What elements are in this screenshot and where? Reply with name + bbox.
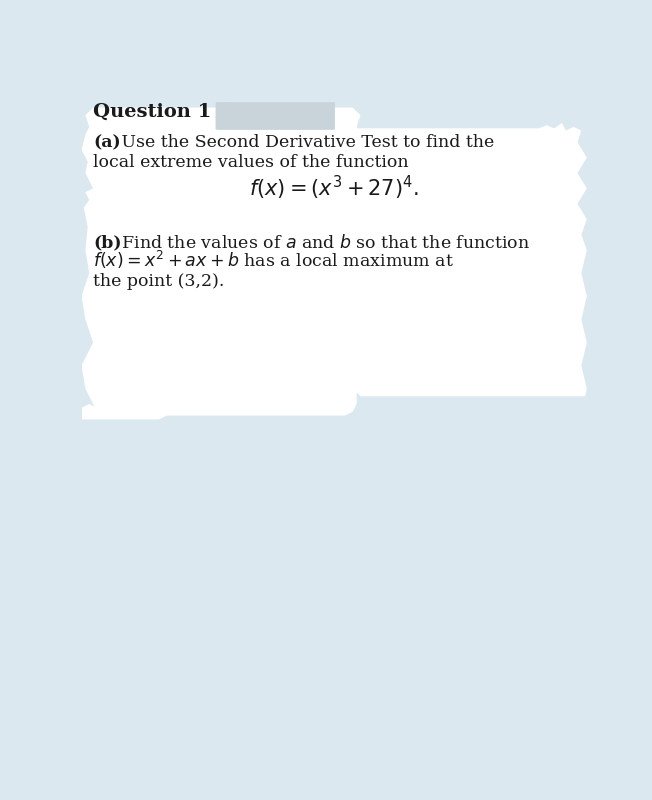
Polygon shape [349,123,587,396]
Text: $f(x) = x^2 + ax + b$ has a local maximum at: $f(x) = x^2 + ax + b$ has a local maximu… [93,249,454,270]
Text: (b): (b) [93,234,122,251]
FancyBboxPatch shape [216,102,335,130]
Text: Use the Second Derivative Test to find the: Use the Second Derivative Test to find t… [116,134,495,151]
Text: Find the values of $a$ and $b$ so that the function: Find the values of $a$ and $b$ so that t… [116,234,531,251]
Text: $f(x) = (x^3 + 27)^4.$: $f(x) = (x^3 + 27)^4.$ [249,174,419,202]
Polygon shape [82,404,175,419]
Polygon shape [82,107,364,419]
Text: local extreme values of the function: local extreme values of the function [93,154,409,170]
Text: (a): (a) [93,134,121,151]
Text: Question 1 (: Question 1 ( [93,102,228,121]
Text: the point (3,2).: the point (3,2). [93,273,224,290]
